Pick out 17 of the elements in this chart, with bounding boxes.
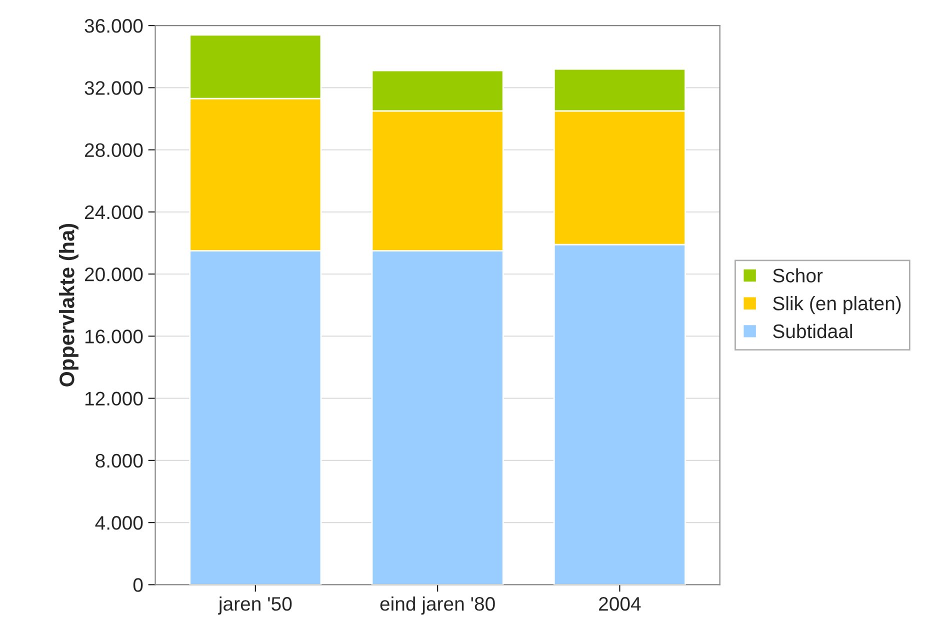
y-tick-label: 36.000 [84,19,143,33]
legend-label: Schor [773,268,823,282]
legend-label: Slik (en platen) [773,296,901,314]
y-tick-label: 8.000 [96,454,143,468]
y-tick-label: 28.000 [84,143,143,158]
legend-label: Subtidaal [773,324,852,338]
x-tick-label: 2004 [599,597,641,611]
x-tick-label: jaren '50 [218,596,292,615]
y-tick-label: 4.000 [95,516,143,530]
y-tick-label: 24.000 [84,205,143,220]
y-tick-label: 16.000 [85,330,143,344]
y-tick-label: 12.000 [85,392,143,406]
y-tick-label: 0 [133,578,143,592]
x-tick-label: eind jaren '80 [380,596,495,615]
y-tick-label: 32.000 [84,81,143,95]
y-tick-label: 20.000 [84,268,143,282]
y-axis-title: Oppervlakte (ha) [59,224,78,386]
